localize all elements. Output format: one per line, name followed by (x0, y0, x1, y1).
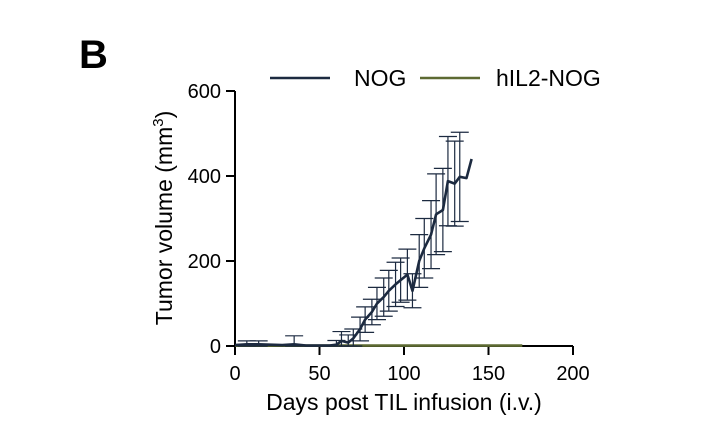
x-tick-label: 0 (229, 363, 240, 385)
x-axis: 0 50 100 150 200 (229, 345, 590, 385)
series-nog (234, 131, 473, 347)
y-axis: 0 200 400 600 (188, 81, 236, 358)
y-tick-label: 200 (188, 251, 221, 273)
y-axis-title-main: Tumor volume (mm (151, 127, 177, 326)
x-tick-label: 150 (472, 363, 505, 385)
y-tick-label: 0 (210, 336, 221, 358)
y-axis-title-end: ) (151, 111, 177, 119)
x-tick-label: 200 (556, 363, 589, 385)
panel-label: B (79, 33, 108, 77)
x-tick-label: 50 (308, 363, 330, 385)
series-line-nog (234, 158, 473, 347)
legend-label-nog: NOG (354, 65, 406, 91)
y-axis-title-sup: 3 (150, 118, 167, 126)
legend: NOG hIL2-NOG (270, 65, 601, 91)
legend-label-hil2-nog: hIL2-NOG (496, 65, 601, 91)
y-tick-label: 400 (188, 166, 221, 188)
x-axis-title: Days post TIL infusion (i.v.) (266, 389, 542, 415)
x-tick-label: 100 (387, 363, 420, 385)
series-layer (234, 131, 523, 347)
y-tick-label: 600 (188, 81, 221, 103)
y-axis-title: Tumor volume (mm3) (150, 111, 177, 326)
